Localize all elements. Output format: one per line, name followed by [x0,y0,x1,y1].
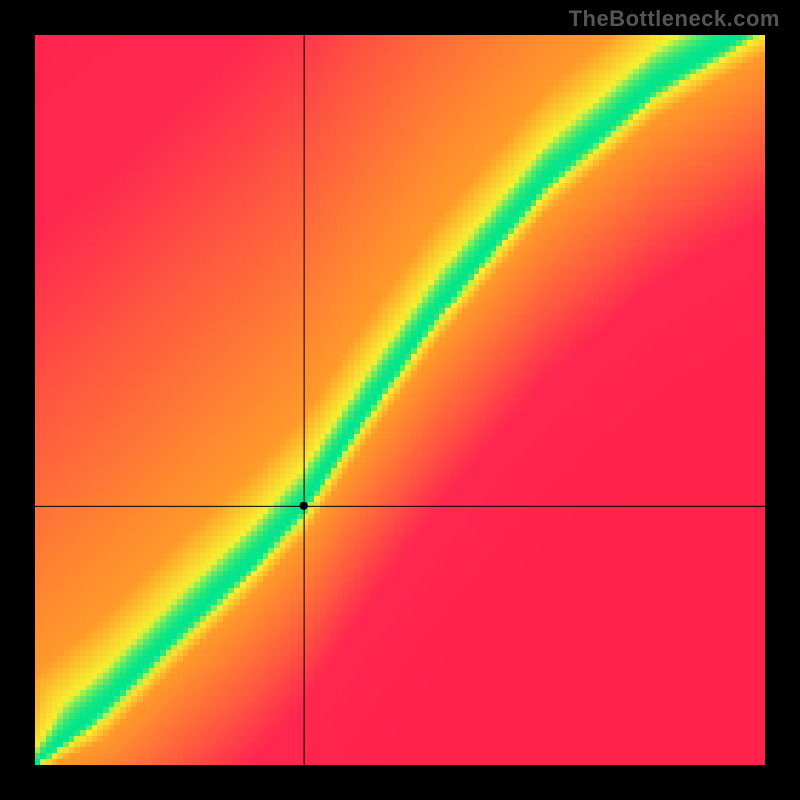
chart-frame: TheBottleneck.com [0,0,800,800]
bottleneck-heatmap [35,35,765,765]
watermark-text: TheBottleneck.com [569,6,780,32]
plot-area [35,35,765,765]
